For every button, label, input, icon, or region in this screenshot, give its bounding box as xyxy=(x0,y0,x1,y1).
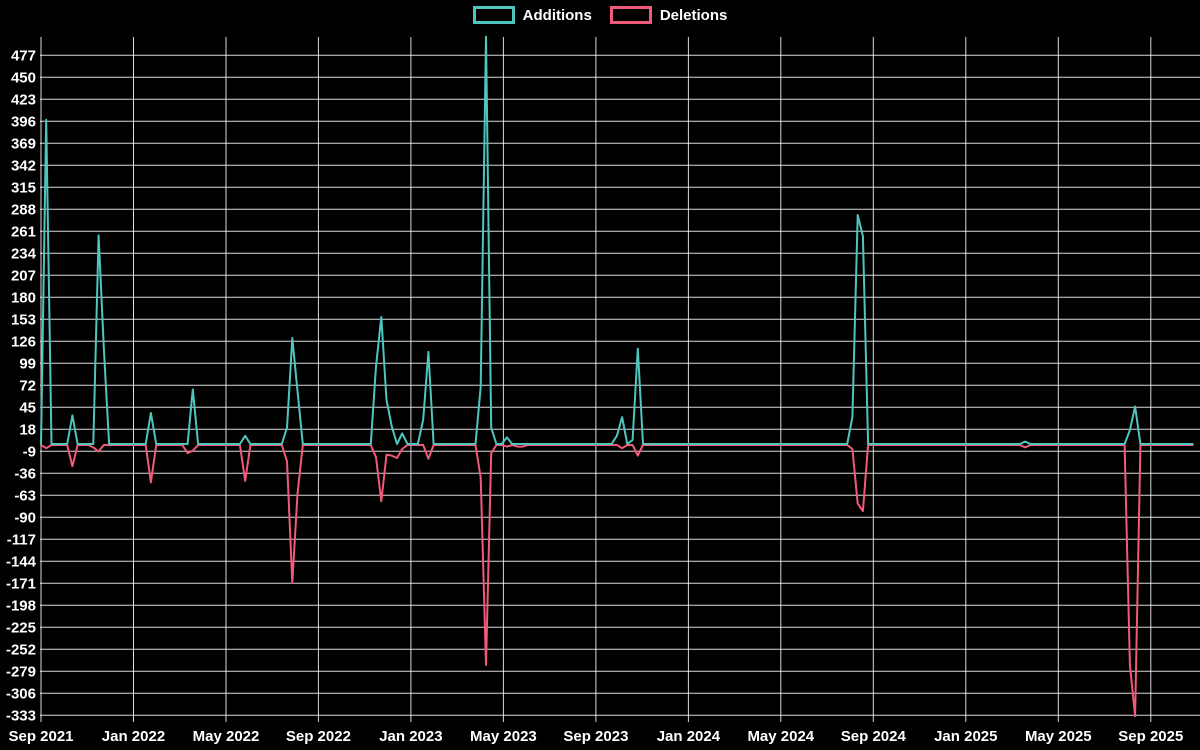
y-axis-tick-label: 261 xyxy=(11,223,36,240)
y-axis-tick-label: -225 xyxy=(6,619,36,636)
x-axis-tick-label: Sep 2024 xyxy=(841,728,907,745)
y-axis-tick-label: 126 xyxy=(11,333,36,350)
y-axis-tick-label: 369 xyxy=(11,135,36,152)
chart-legend: Additions Deletions xyxy=(0,6,1200,24)
y-axis-tick-label: -306 xyxy=(6,685,36,702)
x-axis-tick-label: Sep 2022 xyxy=(286,728,351,745)
y-axis-tick-label: 153 xyxy=(11,311,36,328)
y-axis-tick-label: -171 xyxy=(6,575,36,592)
legend-label-additions: Additions xyxy=(522,6,592,24)
x-axis-tick-label: Sep 2023 xyxy=(563,728,628,745)
deletions-swatch-icon xyxy=(609,6,652,24)
deletions-line xyxy=(40,444,1194,718)
x-axis-tick-label: Jan 2022 xyxy=(102,728,165,745)
y-axis-tick-label: 18 xyxy=(19,421,36,438)
y-axis-tick-label: 342 xyxy=(11,157,36,174)
y-axis-tick-label: 288 xyxy=(11,201,36,218)
y-axis-tick-label: -279 xyxy=(6,663,36,680)
y-axis-tick-label: -117 xyxy=(7,531,36,548)
y-axis-tick-label: 315 xyxy=(11,179,36,196)
y-axis-tick-label: -252 xyxy=(6,641,36,658)
legend-item-deletions[interactable]: Deletions xyxy=(609,6,728,24)
y-axis-tick-label: -9 xyxy=(23,443,36,460)
x-axis-tick-label: May 2025 xyxy=(1025,728,1092,745)
x-axis-tick-label: Sep 2021 xyxy=(8,728,73,745)
y-axis-tick-label: 396 xyxy=(11,113,36,130)
legend-label-deletions: Deletions xyxy=(659,6,728,24)
x-axis-tick-label: Jan 2024 xyxy=(657,728,721,745)
y-axis-tick-label: 477 xyxy=(11,47,36,64)
y-axis-tick-label: -198 xyxy=(6,597,36,614)
y-axis-tick-label: -36 xyxy=(14,465,36,482)
x-axis-tick-label: May 2024 xyxy=(747,728,814,745)
y-axis-tick-label: -333 xyxy=(6,707,36,724)
x-axis-tick-label: May 2022 xyxy=(193,728,260,745)
y-axis-tick-label: 72 xyxy=(19,377,36,394)
x-axis-tick-label: Sep 2025 xyxy=(1118,728,1183,745)
legend-item-additions[interactable]: Additions xyxy=(472,6,592,24)
y-axis-tick-label: 450 xyxy=(11,69,36,86)
y-axis-tick-label: 207 xyxy=(11,267,36,284)
y-axis-tick-label: -63 xyxy=(14,487,36,504)
y-axis-tick-label: 234 xyxy=(11,245,37,262)
y-axis-tick-label: -144 xyxy=(6,553,37,570)
y-axis-tick-label: 45 xyxy=(19,399,36,416)
additions-swatch-icon xyxy=(472,6,515,24)
additions-line xyxy=(40,35,1194,445)
y-axis-tick-label: -90 xyxy=(14,509,36,526)
x-axis-tick-label: Jan 2025 xyxy=(934,728,997,745)
y-axis-tick-label: 423 xyxy=(11,91,36,108)
y-axis-tick-label: 180 xyxy=(11,289,36,306)
x-axis-tick-label: Jan 2023 xyxy=(379,728,442,745)
x-axis-tick-label: May 2023 xyxy=(470,728,537,745)
y-axis-tick-label: 99 xyxy=(19,355,36,372)
